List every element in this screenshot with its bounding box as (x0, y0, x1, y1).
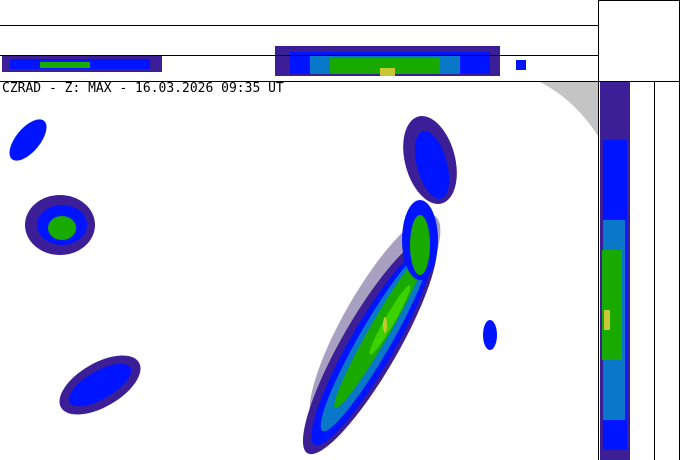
divider (654, 81, 655, 460)
radar-title: CZRAD - Z: MAX - 16.03.2026 09:35 UT (2, 81, 284, 96)
side-cross-section-panel (600, 82, 630, 460)
top-cross-section-panel (2, 46, 526, 76)
divider (0, 55, 598, 56)
divider (0, 81, 680, 82)
main-radar-panel (9, 116, 497, 455)
divider (0, 25, 598, 26)
border (598, 0, 680, 1)
divider (598, 0, 599, 460)
outside-range-area (540, 82, 598, 136)
